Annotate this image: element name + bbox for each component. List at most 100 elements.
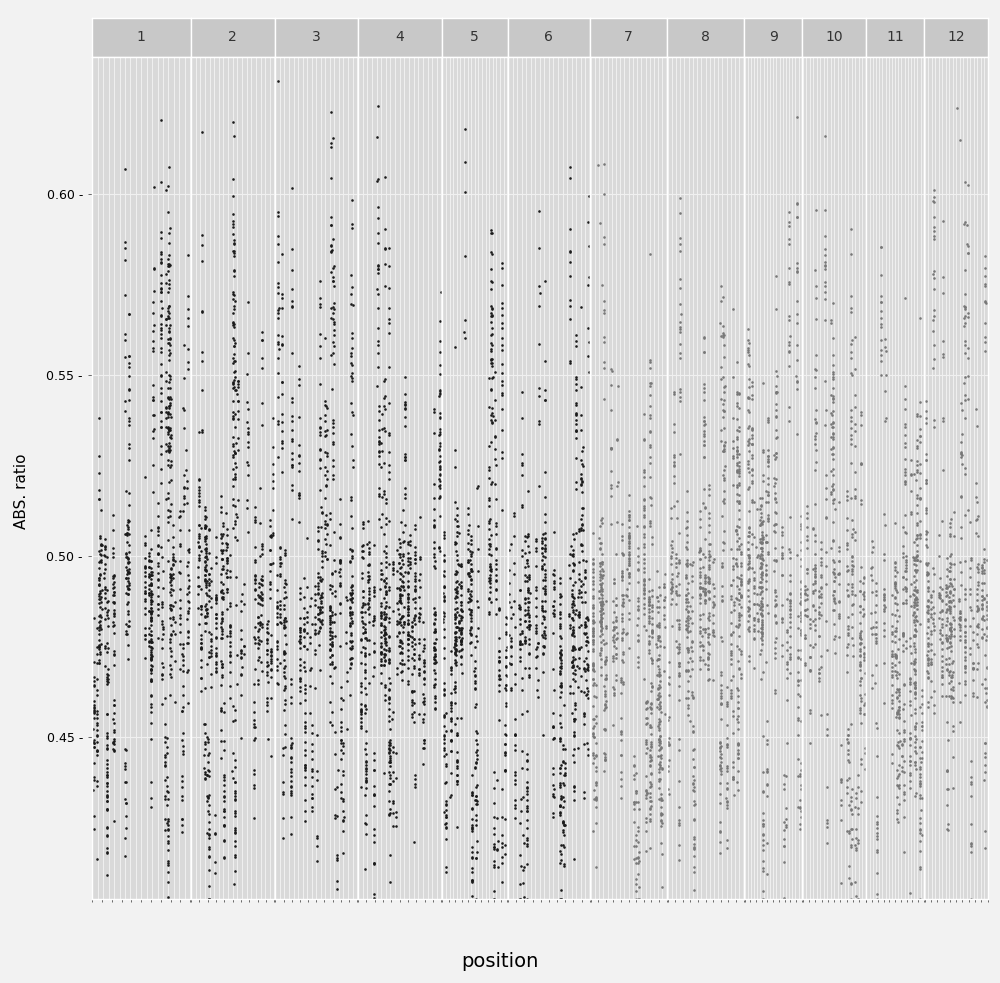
Point [150,555,166,571]
Point [259,632,275,648]
Point [898,581,914,597]
Point [701,549,717,565]
Point [701,575,717,591]
Point [426,655,442,670]
Point [491,677,507,693]
Point [121,486,137,501]
Point [197,567,213,583]
Point [358,702,374,718]
Point [175,503,191,519]
Point [641,571,657,587]
Point [895,625,911,641]
Point [643,749,659,765]
Point [807,621,823,637]
Point [914,744,930,760]
Point [246,705,262,721]
Point [160,263,176,279]
Point [91,447,107,463]
Point [652,673,668,689]
Point [651,734,667,750]
Point [712,759,728,775]
Point [642,352,658,368]
Point [470,563,486,579]
Point [143,716,159,731]
Point [793,543,809,558]
Point [833,812,849,828]
Point [694,628,710,644]
Point [741,555,757,571]
Point [381,755,397,771]
Point [225,284,241,300]
Point [216,767,232,782]
Point [782,606,798,621]
Point [426,615,442,631]
Point [314,571,330,587]
Point [697,621,713,637]
Point [310,565,326,581]
Point [468,792,484,808]
Point [946,528,962,544]
Point [121,561,137,577]
Point [322,582,338,598]
Point [117,326,133,342]
Point [517,591,533,607]
Point [105,568,121,584]
Point [580,634,596,650]
Point [653,812,669,828]
Point [519,786,535,802]
Point [150,494,166,510]
Point [843,413,859,429]
Point [663,574,679,590]
Point [744,559,760,575]
Point [361,614,377,630]
Point [426,558,442,574]
Point [843,875,859,891]
Point [750,547,766,562]
Point [614,587,630,603]
Point [680,611,696,627]
Point [545,731,561,747]
Point [729,534,745,549]
Point [269,659,285,674]
Point [201,806,217,822]
Point [435,611,451,627]
Point [593,512,609,528]
Point [580,319,596,335]
Point [942,602,958,617]
Point [697,585,713,601]
Point [407,571,423,587]
Point [613,790,629,806]
Point [852,636,868,652]
Point [158,311,174,326]
Point [974,597,990,612]
Point [597,657,613,672]
Point [593,613,609,629]
Point [501,542,517,557]
Point [857,665,873,680]
Point [593,617,609,633]
Point [519,791,535,807]
Point [597,697,613,713]
Point [491,667,507,683]
Point [912,513,928,529]
Point [843,717,859,732]
Point [106,607,122,623]
Point [651,731,667,747]
Point [568,397,584,413]
Point [774,550,790,566]
Point [705,594,721,609]
Point [713,688,729,704]
Point [225,244,241,260]
Point [767,607,783,622]
Point [464,843,480,859]
Point [906,655,922,670]
Point [573,639,589,655]
Point [176,421,192,436]
Point [194,422,210,437]
Point [793,756,809,772]
Point [227,785,243,801]
Point [741,520,757,536]
Point [392,587,408,603]
Point [845,648,861,664]
Point [753,509,769,525]
